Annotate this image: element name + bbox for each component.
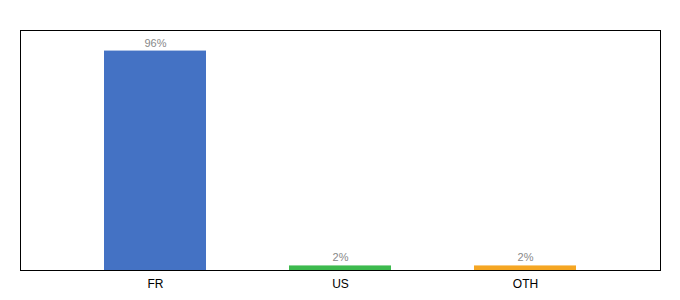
- svg-text:96%: 96%: [144, 37, 166, 49]
- svg-text:2%: 2%: [518, 251, 534, 263]
- svg-text:FR: FR: [148, 277, 164, 291]
- svg-text:2%: 2%: [333, 251, 349, 263]
- svg-text:US: US: [332, 277, 349, 291]
- svg-text:OTH: OTH: [513, 277, 538, 291]
